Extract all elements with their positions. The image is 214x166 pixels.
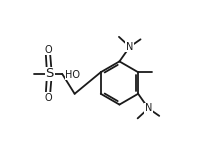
Text: S: S [46,67,54,80]
Text: O: O [45,93,52,103]
Text: N: N [126,42,134,52]
Text: O: O [45,45,52,55]
Text: N: N [145,103,152,113]
Text: HO: HO [65,70,80,80]
